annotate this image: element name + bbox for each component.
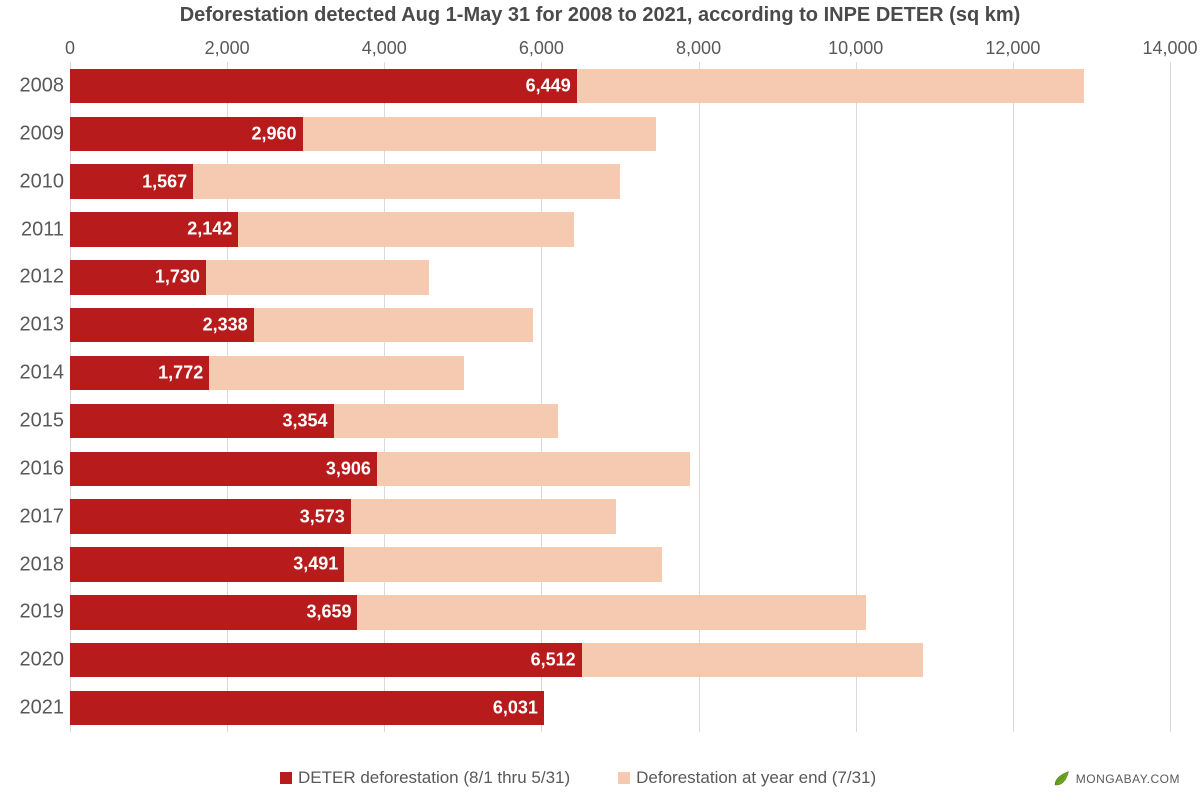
gridline: [384, 62, 385, 732]
x-tick-label: 12,000: [985, 38, 1040, 59]
bar-value-label: 2,142: [187, 219, 232, 240]
bar-partial: [70, 691, 544, 725]
y-tick-label: 2008: [8, 74, 64, 97]
bar-value-label: 3,573: [300, 506, 345, 527]
bar-value-label: 6,449: [526, 75, 571, 96]
gridline: [699, 62, 700, 732]
bar-row: 2,142: [70, 212, 1170, 246]
plot-area: 02,0004,0006,0008,00010,00012,00014,0002…: [70, 62, 1170, 732]
legend-item: DETER deforestation (8/1 thru 5/31): [280, 768, 570, 788]
bar-row: 6,512: [70, 643, 1170, 677]
bar-row: 1,730: [70, 260, 1170, 294]
bar-value-label: 1,567: [142, 171, 187, 192]
bar-row: 3,354: [70, 404, 1170, 438]
bar-partial: [70, 69, 577, 103]
y-tick-label: 2013: [8, 314, 64, 337]
bar-row: 3,491: [70, 547, 1170, 581]
x-tick-label: 10,000: [828, 38, 883, 59]
bar-value-label: 1,730: [155, 267, 200, 288]
bar-row: 3,659: [70, 595, 1170, 629]
bar-row: 3,573: [70, 499, 1170, 533]
x-tick-label: 4,000: [362, 38, 407, 59]
bar-value-label: 3,906: [326, 458, 371, 479]
y-tick-label: 2018: [8, 553, 64, 576]
bar-row: 6,449: [70, 69, 1170, 103]
bar-value-label: 3,659: [306, 602, 351, 623]
bar-row: 2,960: [70, 117, 1170, 151]
leaf-icon: [1052, 770, 1070, 788]
bar-value-label: 3,491: [293, 554, 338, 575]
legend-swatch: [618, 772, 630, 784]
bar-row: 2,338: [70, 308, 1170, 342]
bar-row: 1,772: [70, 356, 1170, 390]
legend-label: DETER deforestation (8/1 thru 5/31): [298, 768, 570, 788]
x-tick-label: 0: [65, 38, 75, 59]
gridline: [1013, 62, 1014, 732]
y-tick-label: 2011: [8, 218, 64, 241]
legend-swatch: [280, 772, 292, 784]
bar-partial: [70, 643, 582, 677]
attribution-text: MONGABAY.COM: [1076, 772, 1180, 786]
bar-value-label: 6,512: [531, 650, 576, 671]
bar-value-label: 2,338: [203, 315, 248, 336]
y-tick-label: 2009: [8, 122, 64, 145]
y-tick-label: 2017: [8, 505, 64, 528]
bar-row: 3,906: [70, 452, 1170, 486]
y-tick-label: 2015: [8, 409, 64, 432]
y-tick-label: 2010: [8, 170, 64, 193]
chart-legend: DETER deforestation (8/1 thru 5/31) Defor…: [280, 768, 876, 788]
y-tick-label: 2012: [8, 266, 64, 289]
chart-title: Deforestation detected Aug 1-May 31 for …: [0, 4, 1200, 27]
bar-value-label: 3,354: [282, 410, 327, 431]
x-tick-label: 8,000: [676, 38, 721, 59]
legend-item: Deforestation at year end (7/31): [618, 768, 876, 788]
legend-label: Deforestation at year end (7/31): [636, 768, 876, 788]
y-tick-label: 2021: [8, 697, 64, 720]
bar-value-label: 6,031: [493, 698, 538, 719]
x-tick-label: 14,000: [1142, 38, 1197, 59]
x-tick-label: 6,000: [519, 38, 564, 59]
y-tick-label: 2014: [8, 362, 64, 385]
bar-value-label: 1,772: [158, 363, 203, 384]
chart-container: Deforestation detected Aug 1-May 31 for …: [0, 0, 1200, 800]
attribution: MONGABAY.COM: [1052, 770, 1180, 788]
bar-row: 6,031: [70, 691, 1170, 725]
gridline: [227, 62, 228, 732]
y-tick-label: 2020: [8, 649, 64, 672]
y-tick-label: 2016: [8, 457, 64, 480]
gridline: [856, 62, 857, 732]
y-tick-label: 2019: [8, 601, 64, 624]
gridline: [1170, 62, 1171, 732]
gridline: [70, 62, 71, 732]
gridline: [541, 62, 542, 732]
bar-row: 1,567: [70, 164, 1170, 198]
bar-value-label: 2,960: [252, 123, 297, 144]
x-tick-label: 2,000: [205, 38, 250, 59]
